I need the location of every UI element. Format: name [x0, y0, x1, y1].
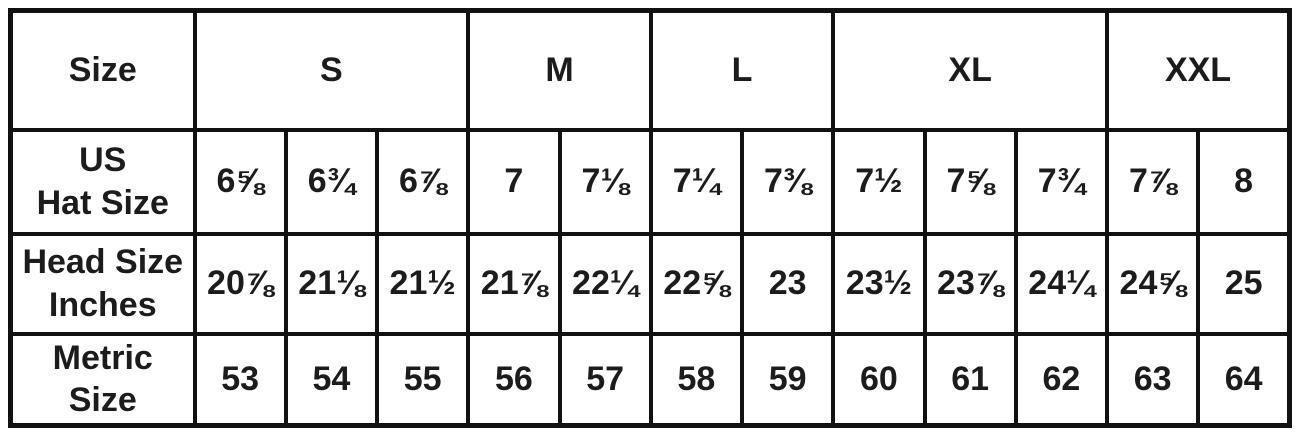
table-cell: 7½ [831, 127, 927, 236]
size-group-s: S [192, 8, 471, 132]
table-row-us-hat-size: US Hat Size 6⅝ 6¾ 6⅞ 7 7⅛ 7¼ 7⅜ 7½ 7⅝ 7¾… [8, 127, 1292, 236]
table-cell: 7¾ [1013, 127, 1110, 236]
table-cell: 7⅛ [557, 127, 653, 236]
hat-size-chart-table: Size S M L XL XXL US Hat Size 6⅝ 6¾ 6⅞ 7… [8, 8, 1292, 428]
table-cell: 22¼ [557, 231, 653, 336]
table-cell: 21⅛ [283, 231, 380, 336]
row-label-metric-size: Metric Size [8, 331, 197, 428]
table-cell: 23⅞ [922, 231, 1018, 336]
table-cell: 23½ [831, 231, 927, 336]
table-cell: 20⅞ [192, 231, 288, 336]
table-cell: 63 [1104, 331, 1201, 428]
table-cell: 54 [283, 331, 380, 428]
row-label-us-hat-size: US Hat Size [8, 127, 197, 236]
table-cell: 62 [1013, 331, 1110, 428]
table-cell: 59 [739, 331, 836, 428]
table-cell: 6⅞ [374, 127, 471, 236]
table-row-head-size-inches: Head Size Inches 20⅞ 21⅛ 21½ 21⅞ 22¼ 22⅝… [8, 231, 1292, 336]
table-cell: 53 [192, 331, 288, 428]
table-cell: 58 [648, 331, 745, 428]
table-cell: 23 [739, 231, 836, 336]
table-cell: 64 [1196, 331, 1292, 428]
table-cell: 57 [557, 331, 653, 428]
table-cell: 25 [1196, 231, 1292, 336]
table-cell: 21⅞ [466, 231, 562, 336]
size-group-m: M [466, 8, 653, 132]
table-cell: 7 [466, 127, 562, 236]
table-cell: 24¼ [1013, 231, 1110, 336]
size-group-header-row: Size S M L XL XXL [8, 8, 1292, 132]
table-cell: 7⅝ [922, 127, 1018, 236]
table-cell: 6¾ [283, 127, 380, 236]
table-cell: 22⅝ [648, 231, 745, 336]
table-cell: 60 [831, 331, 927, 428]
table-cell: 8 [1196, 127, 1292, 236]
table-cell: 7⅜ [739, 127, 836, 236]
table-cell: 61 [922, 331, 1018, 428]
table-cell: 7⅞ [1104, 127, 1201, 236]
table-cell: 21½ [374, 231, 471, 336]
table-cell: 24⅝ [1104, 231, 1201, 336]
table-cell: 7¼ [648, 127, 745, 236]
table-row-metric-size: Metric Size 53 54 55 56 57 58 59 60 61 6… [8, 331, 1292, 428]
size-group-l: L [648, 8, 836, 132]
table-cell: 56 [466, 331, 562, 428]
row-label-head-size-inches: Head Size Inches [8, 231, 197, 336]
table-cell: 55 [374, 331, 471, 428]
corner-header-size: Size [8, 8, 197, 132]
table-cell: 6⅝ [192, 127, 288, 236]
size-group-xxl: XXL [1105, 8, 1292, 132]
size-group-xl: XL [831, 8, 1109, 132]
